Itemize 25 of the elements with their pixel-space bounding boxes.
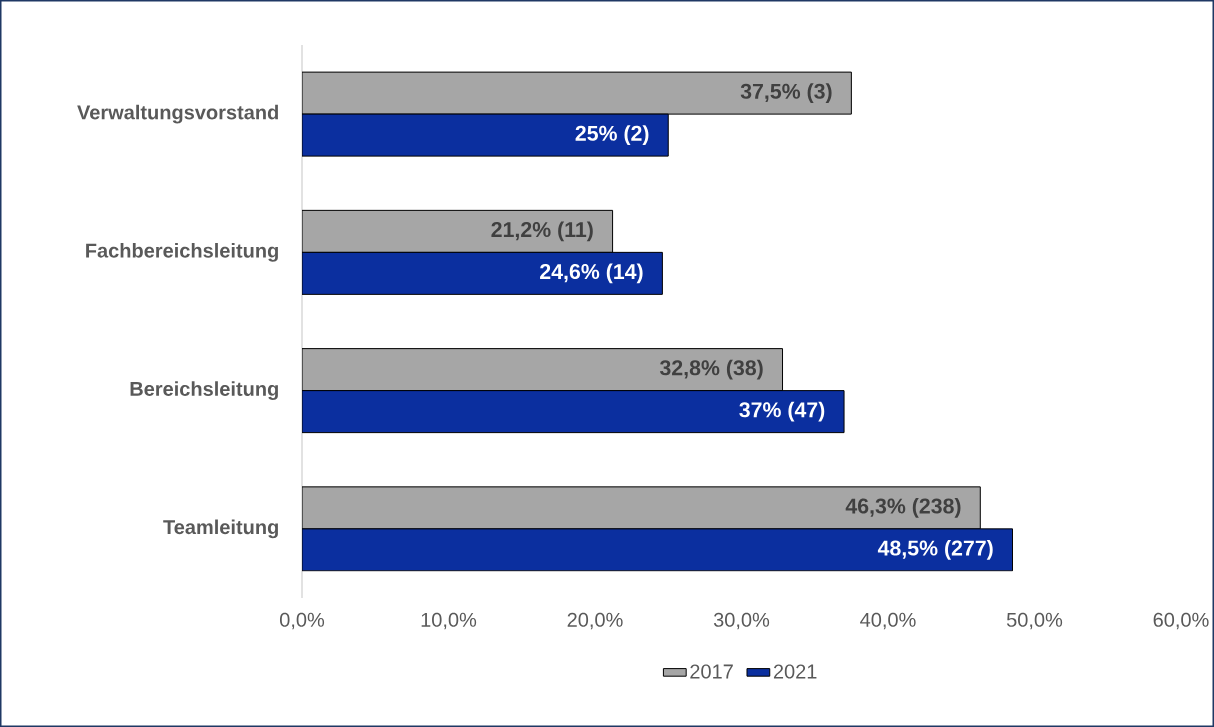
- legend-label: 2017: [690, 664, 733, 679]
- data-label: 25% (2): [575, 125, 649, 146]
- x-tick-label: 20,0%: [567, 612, 623, 630]
- bar: [302, 390, 845, 434]
- x-tick-label: 40,0%: [860, 612, 916, 630]
- data-label: 32,8% (38): [659, 359, 763, 380]
- data-label: 37,5% (3): [740, 83, 832, 104]
- x-tick-label: 50,0%: [1006, 612, 1063, 630]
- y-tick-label: Verwaltungsvorstand: [77, 104, 278, 124]
- legend-label: 2021: [773, 664, 817, 679]
- x-tick-label: 30,0%: [713, 612, 770, 630]
- data-label: 46,3% (238): [845, 497, 961, 518]
- bar: [302, 528, 1014, 572]
- y-tick-label: Teamleitung: [163, 519, 278, 539]
- x-tick-label: 0,0%: [279, 612, 325, 630]
- data-label: 37% (47): [739, 401, 825, 422]
- bar: [302, 251, 663, 295]
- data-label: 48,5% (277): [877, 539, 993, 560]
- data-label: 21,2% (11): [491, 221, 593, 242]
- x-tick-label: 60,0%: [1153, 612, 1209, 630]
- data-label: 24,6% (14): [540, 263, 643, 284]
- y-tick-label: Fachbereichsleitung: [86, 243, 278, 262]
- x-tick-label: 10,0%: [421, 612, 477, 630]
- bar: [302, 113, 669, 157]
- y-tick-label: Bereichsleitung: [130, 381, 278, 400]
